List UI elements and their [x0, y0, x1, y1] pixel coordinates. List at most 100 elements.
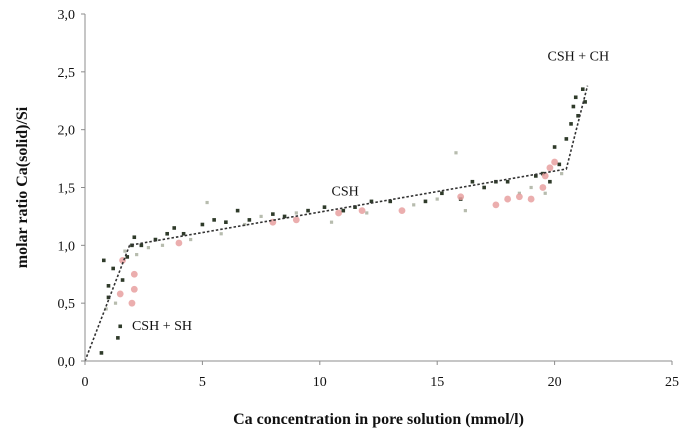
data-point: [341, 208, 346, 213]
x-tick-label: 25: [665, 375, 679, 390]
data-point: [492, 201, 500, 209]
data-point: [463, 209, 467, 213]
data-point: [116, 336, 120, 340]
x-tick-label: 15: [430, 375, 444, 390]
data-point: [130, 285, 138, 293]
data-point: [99, 351, 104, 355]
data-point: [353, 205, 357, 209]
data-point: [153, 237, 158, 242]
data-point: [529, 185, 533, 190]
data-point: [130, 270, 138, 278]
data-point: [120, 278, 125, 282]
data-point: [580, 87, 585, 91]
data-point: [247, 218, 252, 222]
y-tick-label: 1,5: [58, 182, 76, 197]
data-point: [423, 199, 428, 204]
data-point: [398, 207, 406, 215]
data-point: [527, 195, 535, 203]
y-tick-label: 2,0: [58, 124, 76, 139]
data-point: [125, 255, 130, 259]
data-point: [543, 191, 547, 195]
data-point: [282, 214, 287, 219]
axis-ticks: 0 5 10 15 20 25 0,0 0,5 1,0 1,5 2,0 2,5 3,0: [58, 8, 680, 390]
data-point: [306, 208, 310, 213]
y-tick-label: 3,0: [58, 8, 76, 23]
data-point: [329, 220, 334, 224]
data-point: [546, 164, 554, 172]
x-tick-label: 10: [313, 375, 327, 390]
data-point: [482, 185, 486, 190]
data-point: [358, 207, 366, 215]
data-point: [132, 235, 137, 240]
x-axis-title: Ca concentration in pore solution (mmol/…: [233, 411, 524, 428]
data-point: [560, 172, 564, 176]
data-point: [322, 205, 327, 209]
data-point: [569, 122, 573, 126]
data-point: [573, 95, 578, 100]
data-point: [219, 232, 223, 236]
data-point: [365, 211, 369, 215]
y-tick-label: 0,0: [58, 355, 76, 370]
data-point: [388, 199, 393, 204]
data-point: [123, 249, 127, 253]
data-point: [435, 197, 439, 201]
region-label: CSH + SH: [132, 319, 192, 334]
data-point: [175, 239, 183, 247]
data-point: [470, 179, 475, 184]
data-point: [548, 179, 552, 184]
data-point: [189, 237, 193, 242]
data-point: [146, 246, 150, 250]
data-point: [235, 208, 240, 213]
data-point: [106, 284, 111, 288]
data-point: [412, 203, 416, 207]
data-point: [505, 179, 510, 184]
data-point: [116, 290, 124, 298]
region-label: CSH: [332, 185, 359, 200]
data-point: [454, 151, 458, 155]
x-tick-label: 5: [199, 375, 206, 390]
data-point: [534, 174, 538, 178]
data-point: [515, 193, 523, 201]
data-point: [172, 226, 177, 230]
data-point: [440, 191, 444, 196]
y-axis-title: molar ratio Ca(solid)/Si: [14, 106, 31, 268]
region-annotations: CSH + SH CSH CSH + CH: [132, 49, 609, 334]
data-point: [517, 191, 521, 195]
y-tick-label: 0,5: [58, 297, 76, 312]
data-point: [128, 299, 136, 307]
x-tick-label: 20: [548, 375, 562, 390]
data-point: [271, 212, 275, 216]
region-label: CSH + CH: [548, 49, 610, 64]
data-point: [181, 231, 186, 236]
data-point: [576, 113, 580, 118]
data-point: [160, 243, 165, 247]
data-point: [113, 301, 118, 305]
data-point: [165, 231, 169, 236]
x-tick-label: 0: [82, 375, 89, 390]
data-point: [335, 209, 342, 217]
data-point: [539, 184, 547, 191]
data-point: [557, 162, 562, 167]
data-point: [200, 222, 205, 227]
data-point: [294, 211, 298, 215]
data-point: [369, 199, 374, 204]
data-point: [212, 218, 216, 222]
y-tick-label: 1,0: [58, 239, 76, 254]
data-point: [292, 216, 300, 224]
data-point: [104, 307, 108, 311]
data-point: [224, 220, 228, 224]
data-point: [571, 104, 576, 109]
data-point: [205, 200, 209, 205]
data-point: [101, 258, 106, 263]
data-point: [564, 137, 569, 141]
data-point: [541, 172, 549, 180]
data-point: [259, 214, 263, 219]
data-point: [135, 252, 139, 257]
data-point: [504, 195, 512, 203]
data-point: [118, 324, 123, 329]
data-point: [111, 266, 115, 271]
data-point: [552, 145, 557, 149]
data-point: [551, 158, 558, 166]
